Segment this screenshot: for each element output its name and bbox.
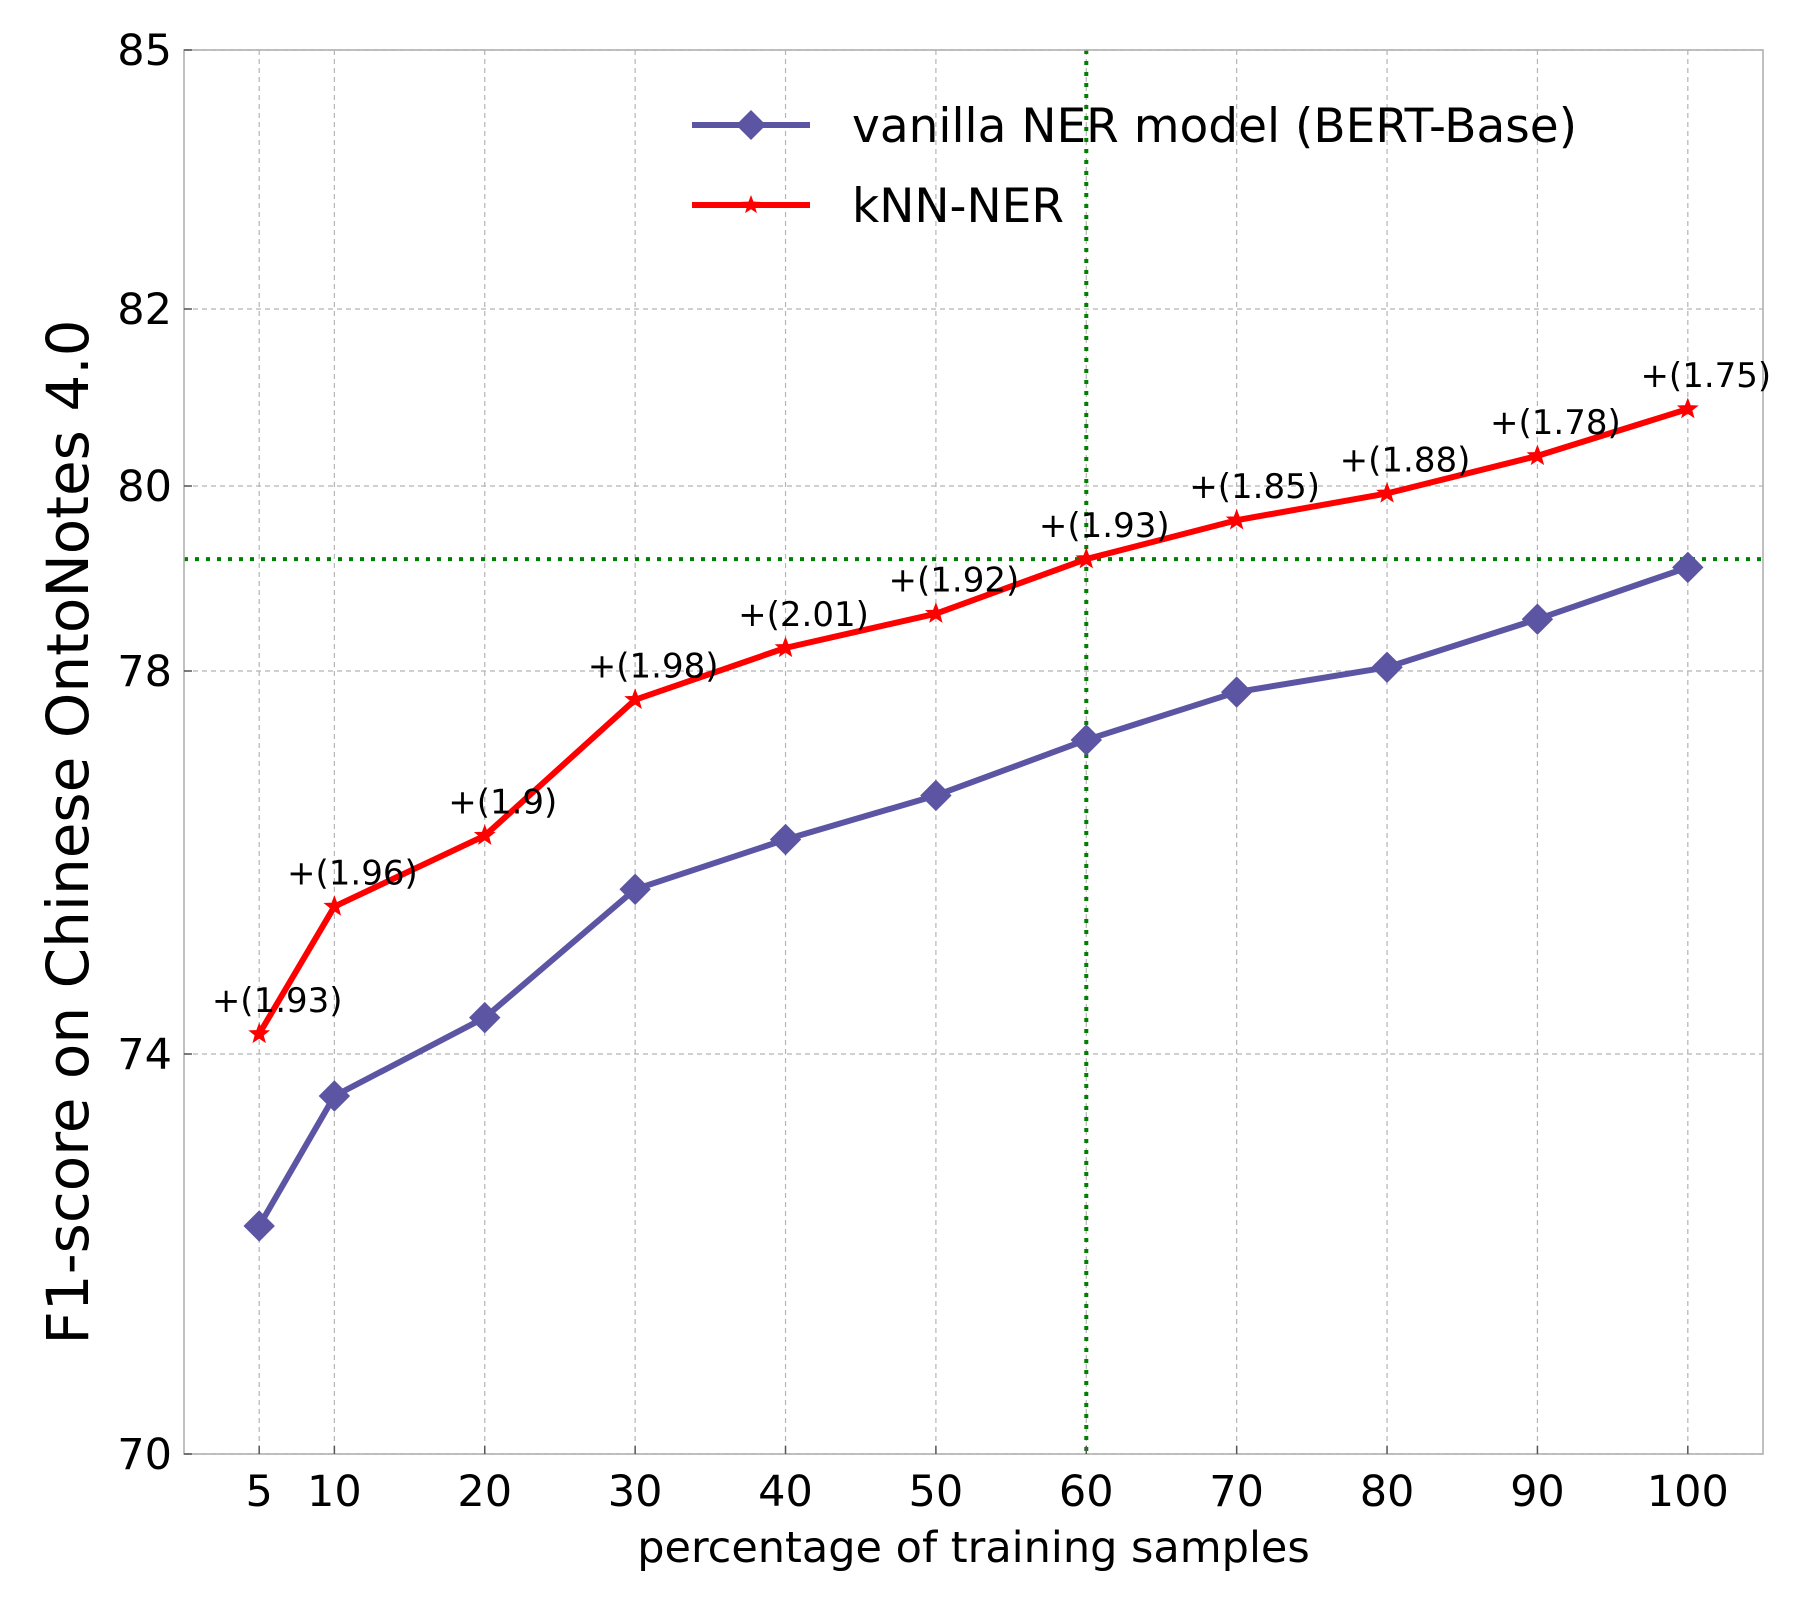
series-line-knn <box>256 406 1691 1037</box>
x-tick-label: 40 <box>758 1467 813 1517</box>
data-point-vanilla <box>1672 551 1704 584</box>
data-point-knn <box>1225 508 1248 530</box>
data-point-knn <box>925 602 947 623</box>
series-line-vanilla <box>256 564 1691 1229</box>
y-tick-label: 80 <box>117 462 172 512</box>
y-tick-label: 74 <box>117 1030 172 1080</box>
data-point-vanilla <box>1371 651 1403 684</box>
y-tick-label: 82 <box>117 285 172 335</box>
improvement-annotation: +(1.9) <box>448 783 557 823</box>
x-axis-label: percentage of training samples <box>637 1523 1310 1573</box>
data-point-vanilla <box>619 873 651 906</box>
improvement-annotation: +(1.88) <box>1340 440 1471 480</box>
improvement-annotation: +(1.85) <box>1189 467 1320 507</box>
data-point-vanilla <box>243 1210 275 1242</box>
improvement-annotation: +(1.93) <box>212 981 343 1021</box>
x-tick-label: 30 <box>608 1467 663 1517</box>
data-point-knn <box>248 1022 271 1044</box>
grid-layer <box>184 49 1763 1455</box>
data-point-knn <box>1676 397 1699 419</box>
legend-marker-vanilla <box>736 110 766 140</box>
improvement-annotation: +(1.78) <box>1490 403 1621 443</box>
data-point-vanilla <box>469 1001 501 1034</box>
improvement-annotation: +(1.98) <box>588 647 719 687</box>
legend-label-vanilla: vanilla NER model (BERT-Base) <box>852 99 1577 154</box>
series-layer <box>243 397 1704 1242</box>
reference-lines <box>184 50 1763 1454</box>
x-tick-label: 80 <box>1360 1467 1415 1517</box>
data-point-knn <box>1376 481 1398 503</box>
x-tick-label: 5 <box>246 1467 273 1517</box>
data-point-knn <box>1075 547 1098 569</box>
legend-label-knn: kNN-NER <box>852 179 1064 234</box>
improvement-annotation: +(1.93) <box>1039 506 1170 546</box>
x-tick-label: 70 <box>1209 1467 1264 1517</box>
y-axis-label: F1-score on Chinese OntoNotes 4.0 <box>34 319 102 1344</box>
x-tick-label: 100 <box>1647 1467 1729 1517</box>
data-point-vanilla <box>920 779 952 812</box>
y-tick-label: 85 <box>117 26 172 76</box>
legend: vanilla NER model (BERT-Base) kNN-NER <box>692 99 1577 234</box>
improvement-annotation: +(1.96) <box>287 854 418 894</box>
x-tick-label: 20 <box>457 1467 512 1517</box>
tick-layer: 5 10 20 30 40 50 60 70 80 90 100 70 74 78 80 82 85 <box>117 26 1729 1517</box>
x-tick-label: 10 <box>307 1467 362 1517</box>
data-point-knn <box>774 636 797 658</box>
data-point-vanilla <box>769 823 802 856</box>
y-tick-label: 70 <box>117 1430 172 1480</box>
improvement-annotation: +(2.01) <box>738 595 869 635</box>
data-point-knn <box>624 688 647 709</box>
improvement-annotation: +(1.75) <box>1640 356 1771 396</box>
data-point-knn <box>323 895 346 916</box>
x-tick-label: 90 <box>1510 1467 1565 1517</box>
plot-frame <box>183 49 1764 1455</box>
data-point-knn <box>473 824 496 845</box>
data-point-vanilla <box>1521 603 1554 635</box>
x-tick-label: 50 <box>909 1467 964 1517</box>
improvement-annotation: +(1.92) <box>889 561 1020 601</box>
data-point-vanilla <box>1070 724 1102 756</box>
x-tick-label: 60 <box>1059 1467 1114 1517</box>
data-point-vanilla <box>318 1080 351 1112</box>
legend-marker-knn <box>741 195 761 214</box>
y-tick-label: 78 <box>117 647 172 697</box>
data-point-vanilla <box>1220 676 1253 708</box>
data-point-knn <box>1526 444 1549 466</box>
annotation-layer: +(1.93) +(1.96) +(1.9) +(1.98) +(2.01) +(1.92… <box>212 356 1771 1021</box>
